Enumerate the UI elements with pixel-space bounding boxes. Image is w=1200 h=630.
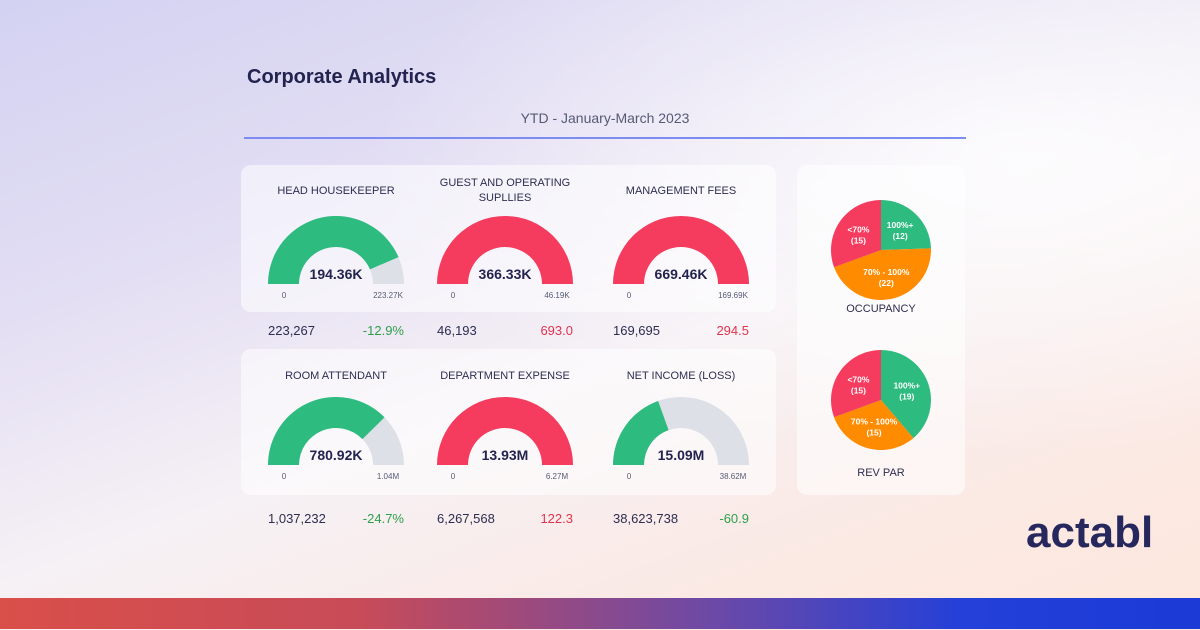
gauge-title: DEPARTMENT EXPENSE — [440, 369, 570, 382]
gauge-variance: -60.9 — [719, 511, 749, 526]
gauge-title-box: DEPARTMENT EXPENSE — [420, 361, 590, 391]
gauge-variance: -12.9% — [362, 323, 404, 338]
pie-card — [797, 165, 965, 495]
divider — [244, 137, 966, 139]
gauge-target: 1,037,232 — [268, 511, 326, 526]
page-title: Corporate Analytics — [247, 66, 437, 88]
gauge-title: ROOM ATTENDANT — [285, 369, 387, 382]
gauge-title: MANAGEMENT FEES — [625, 184, 737, 197]
gauge-title-box: GUEST AND OPERATING SUPLLIES — [420, 176, 590, 206]
pie-title-occupancy: OCCUPANCY — [846, 303, 916, 315]
gauge-title: GUEST AND OPERATING SUPLLIES — [439, 177, 571, 204]
gauge-target: 38,623,738 — [613, 511, 679, 526]
gauge-variance: 122.3 — [540, 511, 573, 526]
gauge-target: 6,267,568 — [437, 511, 495, 526]
gauge-title-box: NET INCOME (LOSS) — [596, 361, 766, 391]
footer-stripe — [0, 598, 1200, 629]
gauge-variance: -24.7% — [362, 511, 404, 526]
gauge-target: 46,193 — [437, 323, 477, 338]
period-label: YTD - January-March 2023 — [520, 110, 690, 126]
gauge-title-box: ROOM ATTENDANT — [251, 361, 421, 391]
actabl-logo: actabl — [1026, 508, 1154, 557]
gauge-title-box: MANAGEMENT FEES — [596, 176, 766, 206]
gauge-variance: 693.0 — [540, 323, 573, 338]
gauge-title: HEAD HOUSEKEEPER — [277, 184, 395, 197]
gauge-title: NET INCOME (LOSS) — [626, 369, 736, 382]
gauge-target: 169,695 — [613, 323, 660, 338]
gauge-variance: 294.5 — [716, 323, 749, 338]
gauge-target: 223,267 — [268, 323, 315, 338]
gauge-title-box: HEAD HOUSEKEEPER — [251, 176, 421, 206]
pie-title-rev-par: REV PAR — [857, 467, 905, 479]
